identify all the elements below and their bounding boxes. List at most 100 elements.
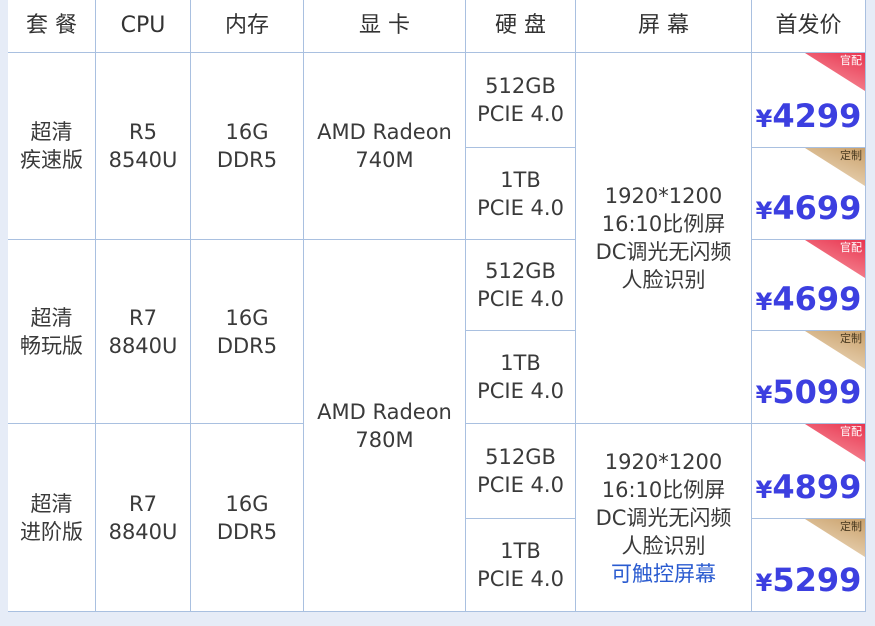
screen-cell-line: DC调光无闪频 [595,505,732,530]
price-value: ¥4899 [755,471,862,504]
spec-price-table: 套 餐 CPU 内存显 卡硬 盘屏 幕首发价 超清 疾速版 R5 8540U 16G DDR5 超… [8,0,866,612]
ram-cell-line: 16G [225,305,269,330]
package-name-line: 进阶版 [20,519,83,544]
gpu-cell-line: AMD Radeon [317,399,452,424]
price-value: ¥5299 [755,564,862,597]
ram-cell: 16G DDR5 [191,240,304,424]
currency-symbol: ¥ [755,288,773,316]
storage-cell-line: 1TB [500,167,541,192]
storage-cell-line: PCIE 4.0 [477,473,564,497]
price-value: ¥5099 [755,376,862,409]
price-cell: 官配 ¥4899 [752,424,866,519]
ram-cell-line: DDR5 [216,148,278,172]
storage-cell-line: 1TB [500,351,541,375]
gpu-cell: AMD Radeon 780M [304,240,466,612]
price-value: ¥4699 [755,192,862,225]
price-amount: 4299 [772,97,862,135]
column-header-line: 内存 [224,13,269,38]
price-cell: 官配 ¥4299 [752,53,866,148]
cpu-cell-line: R7 [129,305,157,330]
storage-cell-line: PCIE 4.0 [477,102,564,126]
storage-cell: 512GB PCIE 4.0 [466,240,576,331]
gpu-cell-line: 740M [355,148,414,172]
storage-cell-line: PCIE 4.0 [477,287,564,311]
column-header-line: CPU [120,13,166,38]
price-amount: 4699 [772,280,862,318]
screen-cell-line: 可触控屏幕 [611,561,716,586]
column-header-line: 套 餐 [26,13,77,38]
storage-cell: 1TB PCIE 4.0 [466,519,576,612]
screen-cell-line: 1920*1200 [604,184,723,208]
cpu-cell-line: R5 [129,120,157,144]
currency-symbol: ¥ [755,569,773,597]
gpu-cell: AMD Radeon 740M [304,53,466,240]
cpu-cell: R5 8540U [96,53,191,240]
screen-cell-line: 人脸识别 [621,533,706,558]
storage-cell: 1TB PCIE 4.0 [466,148,576,240]
column-header: 内存 [191,0,304,53]
cpu-cell-line: R7 [129,491,157,516]
package-name-line: 畅玩版 [20,333,83,358]
price-cell: 定制 ¥4699 [752,148,866,240]
screen-cell-line: 1920*1200 [604,449,723,474]
package-name: 超清 畅玩版 [8,240,96,424]
price-cell: 定制 ¥5299 [752,519,866,612]
price-amount: 5099 [772,373,862,411]
column-header: 屏 幕 [576,0,752,53]
cpu-cell: R7 8840U [96,424,191,612]
storage-cell-line: PCIE 4.0 [477,379,564,403]
package-name: 超清 疾速版 [8,53,96,240]
price-amount: 4699 [772,189,862,227]
screen-cell: 1920*1200 16:10比例屏 DC调光无闪频 人脸识别可触控屏幕 [576,424,752,612]
cpu-cell-line: 8840U [108,519,178,544]
storage-cell-line: 512GB [485,74,556,98]
gpu-cell-line: AMD Radeon [317,120,452,144]
currency-symbol: ¥ [755,105,773,133]
cpu-cell: R7 8840U [96,240,191,424]
ram-cell: 16G DDR5 [191,53,304,240]
currency-symbol: ¥ [755,476,773,504]
storage-cell-line: PCIE 4.0 [477,195,564,220]
gpu-cell-line: 780M [355,427,414,452]
config-badge: 定制 [805,148,865,186]
config-badge: 定制 [805,519,865,557]
storage-cell: 1TB PCIE 4.0 [466,331,576,424]
price-amount: 5299 [772,561,862,599]
storage-cell: 512GB PCIE 4.0 [466,424,576,519]
ram-cell-line: DDR5 [216,519,278,544]
column-header: 硬 盘 [466,0,576,53]
package-name-line: 超清 [30,305,73,330]
price-value: ¥4699 [755,283,862,316]
currency-symbol: ¥ [755,381,773,409]
storage-cell-line: 1TB [500,539,541,563]
ram-cell-line: 16G [225,120,269,144]
currency-symbol: ¥ [755,197,773,225]
column-header: 显 卡 [304,0,466,53]
config-badge: 官配 [805,424,865,462]
column-header-line: 显 卡 [359,13,410,38]
storage-cell-line: PCIE 4.0 [477,567,564,591]
storage-cell-line: 512GB [485,259,556,283]
ram-cell: 16G DDR5 [191,424,304,612]
package-name-line: 超清 [30,491,73,516]
ram-cell-line: 16G [225,491,269,516]
config-badge: 官配 [805,53,865,91]
column-header-line: 屏 幕 [638,13,689,38]
column-header-line: 首发价 [775,13,842,38]
cpu-cell-line: 8840U [108,333,178,358]
column-header: 套 餐 [8,0,96,53]
column-header-line: 硬 盘 [495,13,546,38]
screen-cell: 1920*1200 16:10比例屏 DC调光无闪频 人脸识别 [576,53,752,424]
screen-cell-line: 16:10比例屏 [601,477,726,502]
price-amount: 4899 [772,468,862,506]
ram-cell-line: DDR5 [216,333,278,358]
cpu-cell-line: 8540U [108,148,178,172]
price-cell: 官配 ¥4699 [752,240,866,331]
config-badge: 官配 [805,240,865,278]
price-value: ¥4299 [755,100,862,133]
package-name-line: 疾速版 [20,148,83,172]
screen-cell-line: DC调光无闪频 [595,240,732,264]
price-cell: 定制 ¥5099 [752,331,866,424]
screen-cell-line: 16:10比例屏 [601,212,726,236]
package-name-line: 超清 [30,120,73,144]
